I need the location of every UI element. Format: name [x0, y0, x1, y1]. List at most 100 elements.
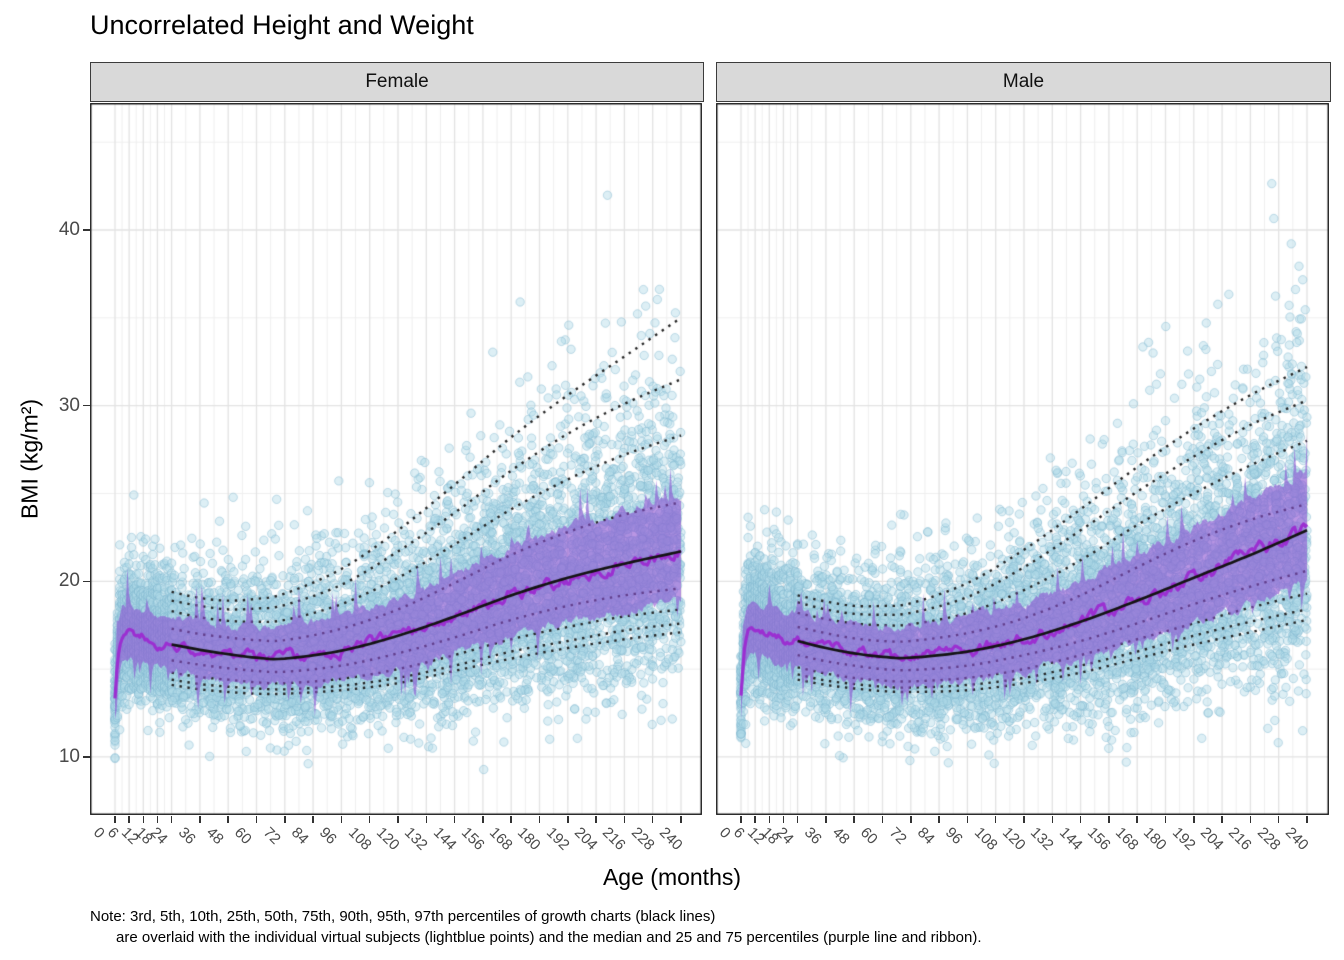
x-axis-tick — [994, 815, 997, 823]
x-tick-label: 36 — [174, 824, 199, 848]
x-axis-tick — [368, 815, 371, 823]
x-axis-tick — [142, 815, 145, 823]
x-axis-tick — [1051, 815, 1054, 823]
x-tick-label: 144 — [1055, 824, 1086, 854]
x-tick-label: 96 — [942, 824, 967, 848]
x-tick-label: 216 — [599, 824, 630, 854]
y-axis-tick — [82, 580, 90, 583]
x-tick-label: 108 — [344, 824, 375, 854]
x-axis-tick — [853, 815, 855, 823]
x-axis-tick — [768, 815, 771, 823]
note-text: Note: 3rd, 5th, 10th, 25th, 50th, 75th, … — [90, 906, 982, 949]
x-axis-tick — [170, 815, 173, 823]
x-tick-label: 120 — [372, 824, 403, 854]
x-axis-tick — [128, 815, 130, 823]
x-axis-title: Age (months) — [602, 864, 742, 890]
x-axis-tick — [1193, 815, 1195, 823]
x-axis-tick — [538, 815, 541, 823]
x-axis-tick — [825, 815, 827, 823]
x-tick-label: 168 — [1112, 824, 1142, 854]
y-tick-label: 10 — [58, 745, 80, 767]
x-tick-label: 24 — [772, 824, 797, 848]
x-axis-tick — [567, 815, 569, 823]
x-tick-label: 156 — [1083, 824, 1114, 854]
y-tick-label: 30 — [58, 394, 80, 416]
note-line-1: Note: 3rd, 5th, 10th, 25th, 50th, 75th, … — [90, 908, 716, 925]
x-axis-tick — [796, 815, 799, 823]
x-axis-tick — [1164, 815, 1167, 823]
y-tick-label: 20 — [58, 570, 80, 592]
x-axis-tick — [938, 815, 940, 823]
panel-canvas-male — [716, 103, 1329, 815]
x-axis-tick — [1108, 815, 1110, 823]
x-axis-tick — [199, 815, 201, 823]
x-axis-tick — [651, 815, 654, 823]
x-axis-tick — [782, 815, 785, 823]
x-axis-tick — [740, 815, 742, 823]
x-tick-label: 72 — [885, 824, 910, 848]
x-axis-tick — [425, 815, 428, 823]
x-axis-tick — [1249, 815, 1252, 823]
x-tick-label: 168 — [486, 824, 516, 854]
chart-title: Uncorrelated Height and Weight — [90, 10, 474, 40]
x-axis-tick — [1079, 815, 1082, 823]
y-axis-tick — [82, 756, 90, 758]
x-tick-label: 192 — [542, 824, 573, 854]
x-axis-tick — [680, 815, 682, 823]
x-tick-label: 24 — [146, 824, 171, 848]
x-tick-label: 84 — [288, 824, 312, 848]
x-tick-label: 96 — [316, 824, 341, 848]
y-axis-tick — [82, 229, 90, 231]
x-axis-tick — [312, 815, 314, 823]
x-tick-label: 120 — [998, 824, 1029, 854]
x-axis-tick — [1136, 815, 1138, 823]
note-line-2: are overlaid with the individual virtual… — [116, 929, 982, 947]
x-axis-tick — [1023, 815, 1025, 823]
x-tick-label: 72 — [259, 824, 284, 848]
x-axis-tick — [754, 815, 756, 823]
x-tick-label: 240 — [655, 824, 686, 854]
x-tick-label: 48 — [203, 824, 227, 848]
facet-label-female: Female — [365, 71, 429, 92]
x-tick-label: 132 — [1027, 824, 1057, 854]
x-tick-label: 192 — [1168, 824, 1199, 854]
facet-strip-female: Female — [90, 62, 704, 102]
x-axis-tick — [510, 815, 512, 823]
x-axis-tick — [156, 815, 159, 823]
x-tick-label: 240 — [1281, 824, 1312, 854]
x-axis-tick — [114, 815, 116, 823]
x-axis-tick — [1277, 815, 1280, 823]
x-tick-label: 228 — [627, 824, 658, 854]
x-tick-label: 180 — [1140, 824, 1171, 854]
x-tick-label: 60 — [231, 824, 256, 848]
x-axis-tick — [966, 815, 969, 823]
x-axis-tick — [482, 815, 484, 823]
x-axis-tick — [595, 815, 597, 823]
x-tick-label: 84 — [914, 824, 938, 848]
x-tick-label: 180 — [514, 824, 545, 854]
x-axis-tick — [453, 815, 456, 823]
x-axis-tick — [227, 815, 229, 823]
x-tick-label: 156 — [457, 824, 488, 854]
x-tick-label: 228 — [1253, 824, 1284, 854]
x-axis-tick — [340, 815, 343, 823]
y-axis-title: BMI (kg/m²) — [16, 398, 43, 520]
x-axis-tick — [255, 815, 258, 823]
x-axis-tick — [910, 815, 912, 823]
x-tick-label: 132 — [401, 824, 431, 854]
x-tick-label: 108 — [970, 824, 1001, 854]
x-tick-label: 60 — [857, 824, 882, 848]
panel-canvas-female — [90, 103, 702, 815]
x-axis-tick — [1221, 815, 1223, 823]
x-axis-tick — [397, 815, 399, 823]
x-tick-label: 48 — [829, 824, 853, 848]
x-tick-label: 204 — [571, 824, 601, 854]
x-tick-label: 216 — [1225, 824, 1256, 854]
x-axis-tick — [881, 815, 884, 823]
x-tick-label: 204 — [1197, 824, 1227, 854]
y-tick-label: 40 — [58, 219, 80, 240]
facet-label-male: Male — [1002, 71, 1045, 92]
x-tick-label: 36 — [800, 824, 825, 848]
x-axis-tick — [284, 815, 286, 823]
